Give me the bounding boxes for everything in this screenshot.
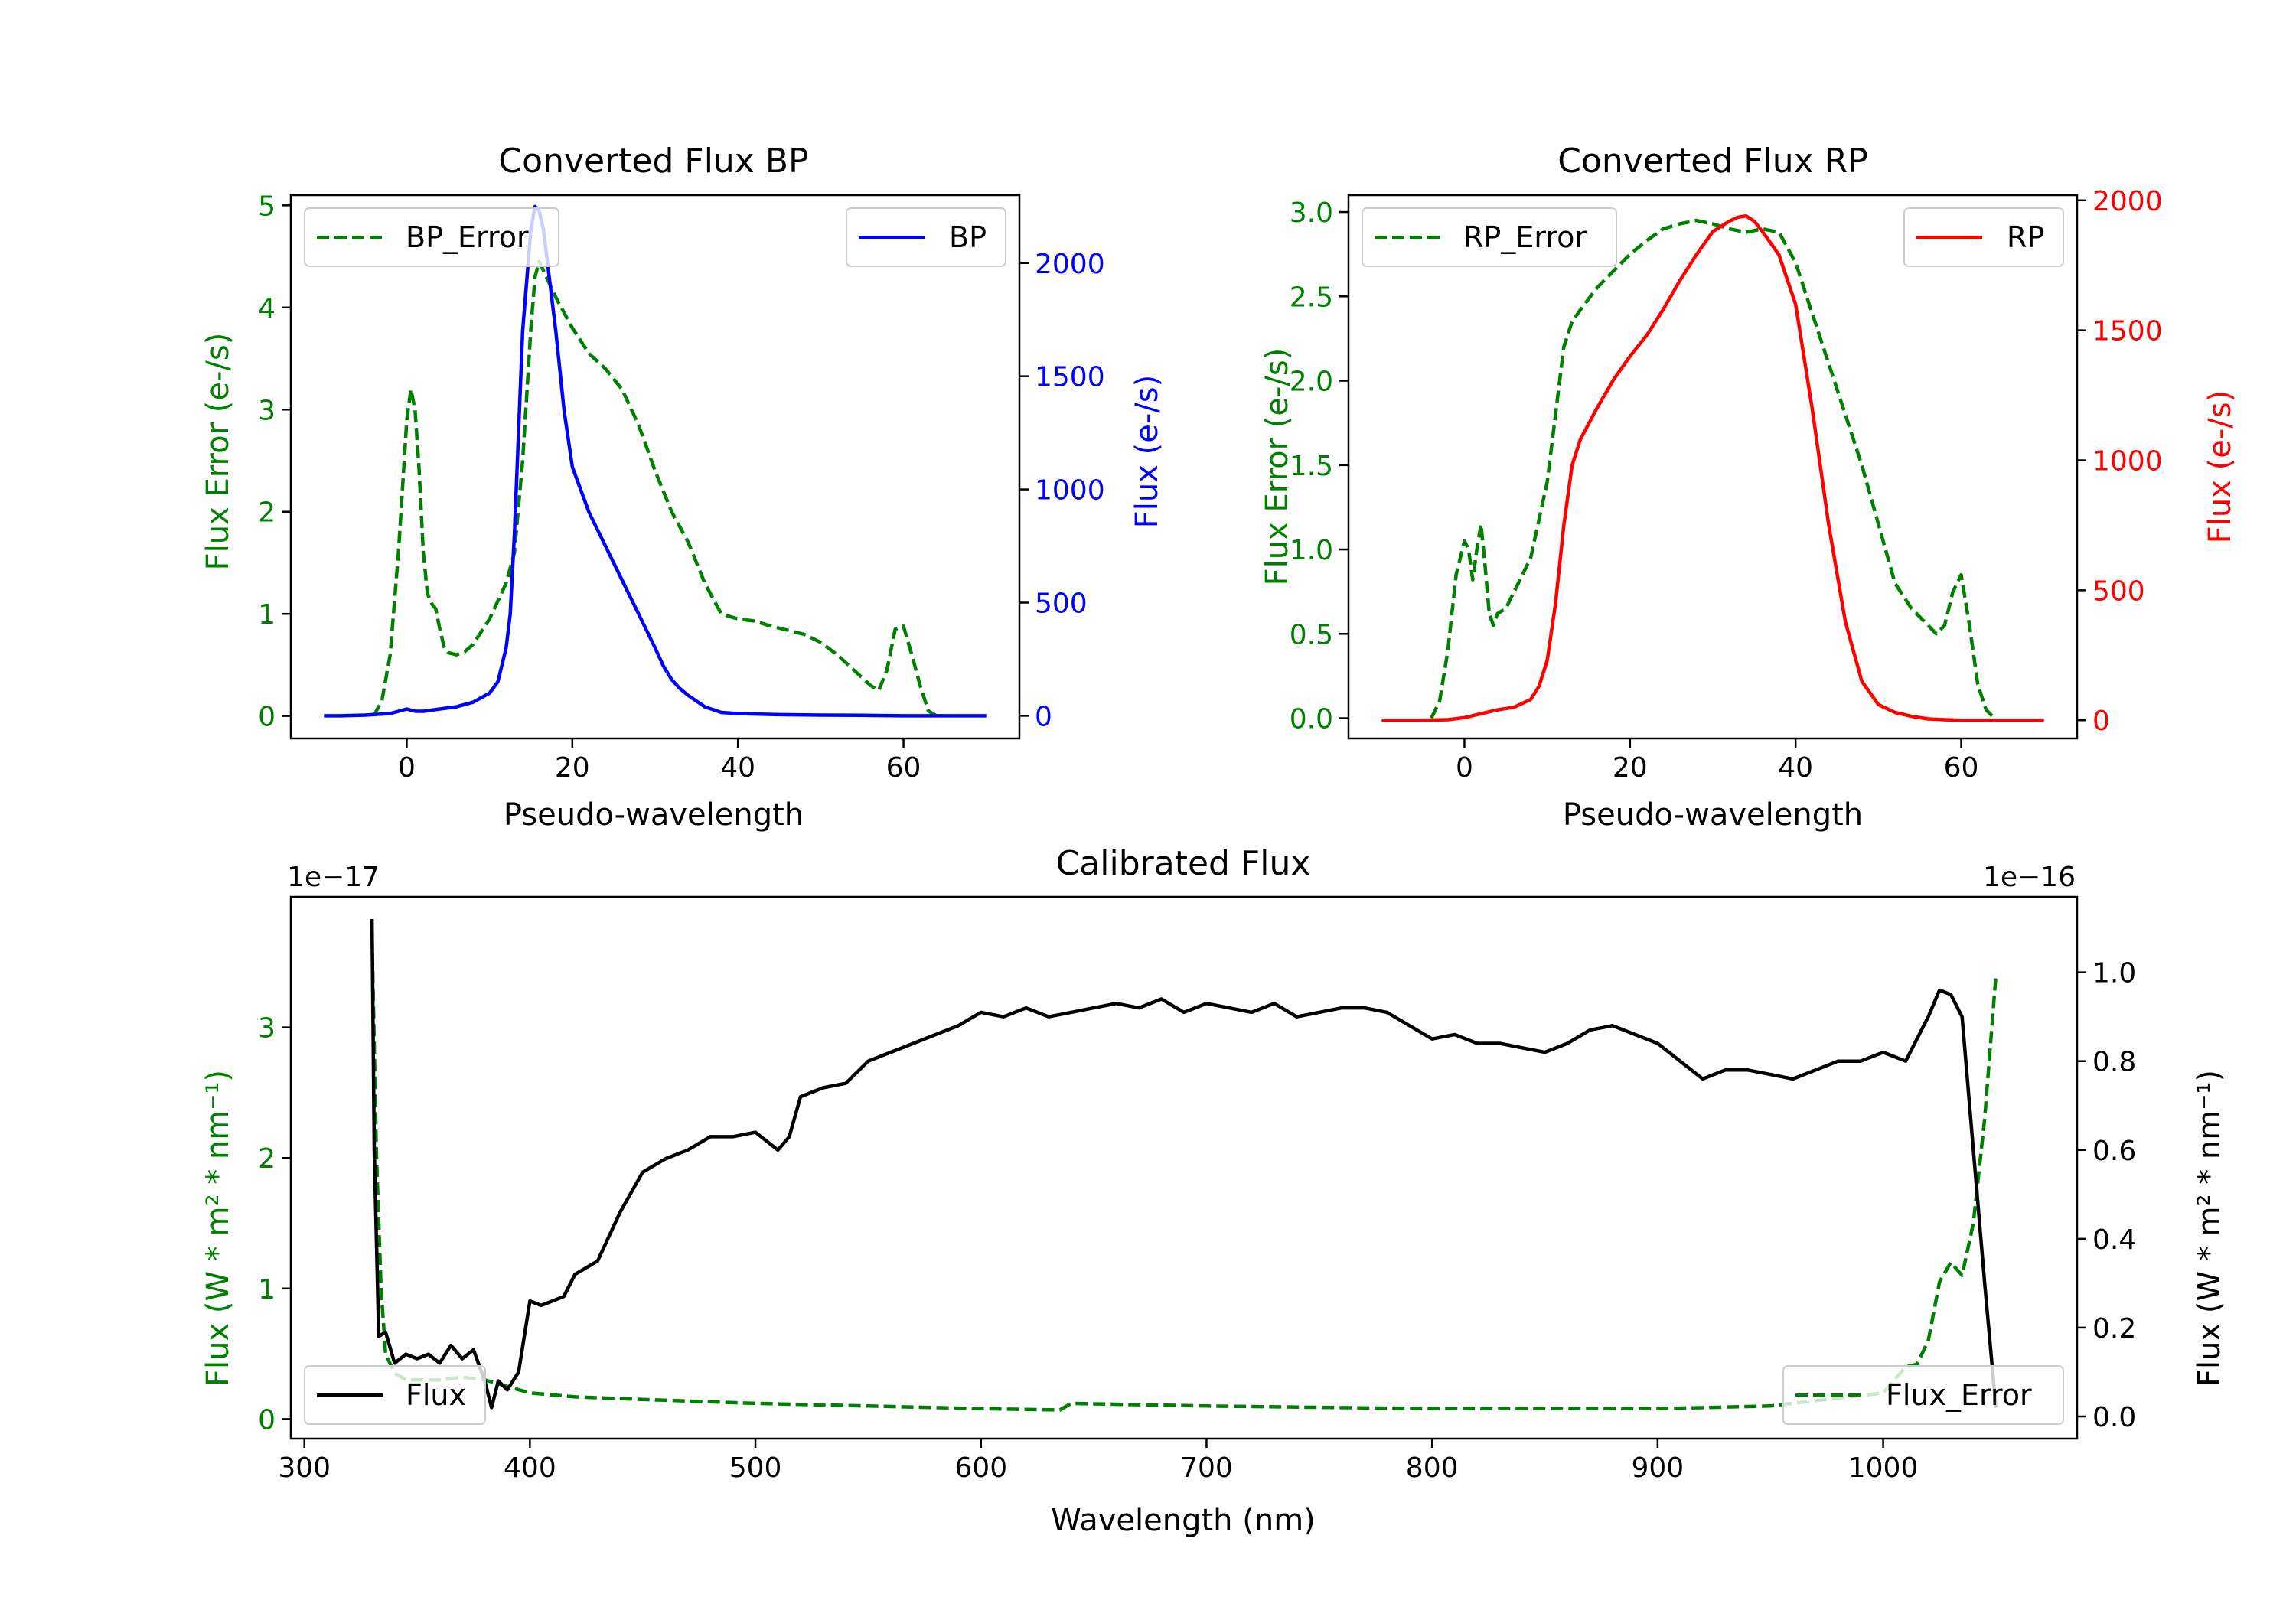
calibrated-right-y-tick-label: 0.6: [2092, 1136, 2136, 1167]
rp-series-rp-error: [1430, 218, 1996, 720]
bp-left-y-tick-label: 5: [258, 191, 276, 222]
rp-left-y-tick-label: 2.0: [1290, 367, 1333, 398]
rp-left-y-tick-label: 1.0: [1290, 535, 1333, 566]
rp-x-tick-label: 20: [1613, 752, 1648, 784]
calibrated-x-tick-label: 1000: [1848, 1452, 1919, 1484]
bp-right-y-tick-label: 0: [1035, 701, 1052, 732]
rp-left-y-tick-label: 0.0: [1290, 704, 1333, 735]
rp-right-y-tick-label: 0: [2092, 706, 2110, 737]
bp-right-y-tick-label: 500: [1035, 588, 1088, 620]
rp-right-y-tick-label: 1500: [2092, 316, 2163, 347]
bp-title: Converted Flux BP: [498, 142, 808, 181]
bp-x-tick-label: 40: [720, 752, 755, 784]
bp-series-bp-error: [372, 259, 938, 718]
rp-curves: [1381, 214, 2044, 722]
calibrated-x-tick-label: 800: [1406, 1452, 1459, 1484]
rp-legend-flux-label: RP: [2007, 220, 2044, 254]
calibrated-left-y-tick-label: 0: [258, 1404, 276, 1436]
bp-right-y-tick-label: 2000: [1035, 249, 1105, 280]
bp-legend-flux-box: [846, 207, 1006, 267]
calibrated-left-offset: 1e−17: [287, 862, 380, 893]
bp-right-y-tick-label: 1500: [1035, 362, 1105, 393]
rp-legend-flux-box: [1903, 207, 2064, 267]
calibrated-right-offset: 1e−16: [1983, 862, 2076, 893]
bp-x-tick-label: 20: [555, 752, 590, 784]
calibrated-legend-error-label: Flux_Error: [1886, 1378, 2032, 1412]
calibrated-legend-flux-box: [304, 1365, 486, 1425]
bp-legend-error-label: BP_Error: [406, 220, 529, 254]
rp-ticks: 0 20 40 60 0.0 0.5 1.0 1.5 2.0 2.5 3.0 0 500 1000 1500…: [1290, 186, 2163, 784]
bp-x-tick-label: 0: [398, 752, 416, 784]
calibrated-right-y-tick-label: 0.2: [2092, 1313, 2136, 1345]
calibrated-right-y-label: Flux (W * m² * nm⁻¹): [2192, 1070, 2227, 1387]
rp-right-y-tick-label: 500: [2092, 575, 2145, 607]
rp-x-label: Pseudo-wavelength: [1563, 797, 1863, 833]
bp-plot-frame: [289, 194, 1021, 740]
calibrated-left-y-label: Flux (W * m² * nm⁻¹): [201, 1070, 236, 1387]
calibrated-series-flux: [370, 918, 1998, 1410]
rp-right-y-tick-label: 2000: [2092, 186, 2163, 217]
bp-ticks: 0 20 40 60 0 1 2 3 4 5 0 500 1000 1500 2000: [258, 191, 1105, 784]
rp-right-y-tick-label: 1000: [2092, 446, 2163, 478]
calibrated-ticks: 300 400 500 600 700 800 900 1000 0 1 2 3 0.0 0.2 0.4 0.…: [258, 958, 2136, 1484]
calibrated-x-tick-label: 400: [504, 1452, 556, 1484]
bp-left-y-label: Flux Error (e-/s): [201, 333, 236, 571]
calibrated-plot-frame: [289, 895, 2079, 1440]
bp-left-y-tick-label: 0: [258, 702, 276, 733]
rp-legend-error-box: [1362, 207, 1617, 267]
rp-left-y-label: Flux Error (e-/s): [1260, 348, 1295, 586]
calibrated-left-y-tick-label: 2: [258, 1143, 276, 1175]
bp-left-y-tick-label: 4: [258, 293, 276, 324]
calibrated-legend-flux: Flux: [304, 1365, 486, 1425]
bp-right-y-label: Flux (e-/s): [1130, 375, 1165, 528]
rp-title: Converted Flux RP: [1557, 142, 1868, 181]
rp-legend-flux: RP: [1903, 207, 2064, 267]
rp-panel: Converted Flux RP Pseudo-wavelength Flux…: [1260, 142, 2238, 833]
bp-right-y-tick-label: 1000: [1035, 475, 1105, 507]
rp-left-y-tick-label: 1.5: [1290, 451, 1333, 482]
bp-legend-error-box: [304, 207, 559, 267]
bp-legend-error: BP_Error: [304, 207, 559, 267]
calibrated-right-y-tick-label: 0.8: [2092, 1047, 2136, 1078]
calibrated-right-y-tick-label: 0.0: [2092, 1402, 2136, 1433]
calibrated-legend-error: Flux_Error: [1782, 1365, 2064, 1425]
rp-x-tick-label: 0: [1456, 752, 1473, 784]
calibrated-legend-flux-label: Flux: [406, 1378, 466, 1412]
bp-legend-flux-label: BP: [949, 220, 987, 254]
rp-plot-frame: [1347, 194, 2079, 740]
calibrated-right-y-tick-label: 0.4: [2092, 1224, 2136, 1256]
calibrated-x-tick-label: 300: [278, 1452, 331, 1484]
bp-panel: Converted Flux BP Pseudo-wavelength Flux…: [201, 142, 1165, 833]
rp-right-y-label: Flux (e-/s): [2203, 390, 2238, 543]
calibrated-x-tick-label: 500: [729, 1452, 782, 1484]
rp-left-y-tick-label: 0.5: [1290, 619, 1333, 650]
bp-x-label: Pseudo-wavelength: [504, 797, 804, 833]
bp-left-y-tick-label: 1: [258, 599, 276, 631]
calibrated-series-flux-error: [370, 936, 1998, 1412]
calibrated-title: Calibrated Flux: [1056, 844, 1311, 883]
calibrated-x-label: Wavelength (nm): [1051, 1503, 1316, 1538]
rp-left-y-tick-label: 3.0: [1290, 197, 1333, 229]
calibrated-left-y-tick-label: 1: [258, 1274, 276, 1305]
bp-left-y-tick-label: 3: [258, 395, 276, 426]
calibrated-x-tick-label: 900: [1632, 1452, 1684, 1484]
bp-x-tick-label: 60: [886, 752, 921, 784]
rp-x-tick-label: 60: [1944, 752, 1979, 784]
rp-left-y-tick-label: 2.5: [1290, 282, 1333, 313]
calibrated-x-tick-label: 600: [954, 1452, 1007, 1484]
calibrated-right-y-tick-label: 1.0: [2092, 958, 2136, 989]
bp-legend-flux: BP: [846, 207, 1006, 267]
rp-legend-error-label: RP_Error: [1463, 220, 1587, 254]
calibrated-curves: [370, 918, 1998, 1412]
rp-series-rp: [1381, 214, 2044, 722]
calibrated-panel: Calibrated Flux Wavelength (nm) Flux (W …: [201, 844, 2227, 1538]
bp-left-y-tick-label: 2: [258, 497, 276, 529]
rp-x-tick-label: 40: [1778, 752, 1813, 784]
calibrated-left-y-tick-label: 3: [258, 1013, 276, 1045]
rp-legend-error: RP_Error: [1362, 207, 1617, 267]
calibrated-x-tick-label: 700: [1180, 1452, 1233, 1484]
calibrated-legend-error-box: [1782, 1365, 2064, 1425]
